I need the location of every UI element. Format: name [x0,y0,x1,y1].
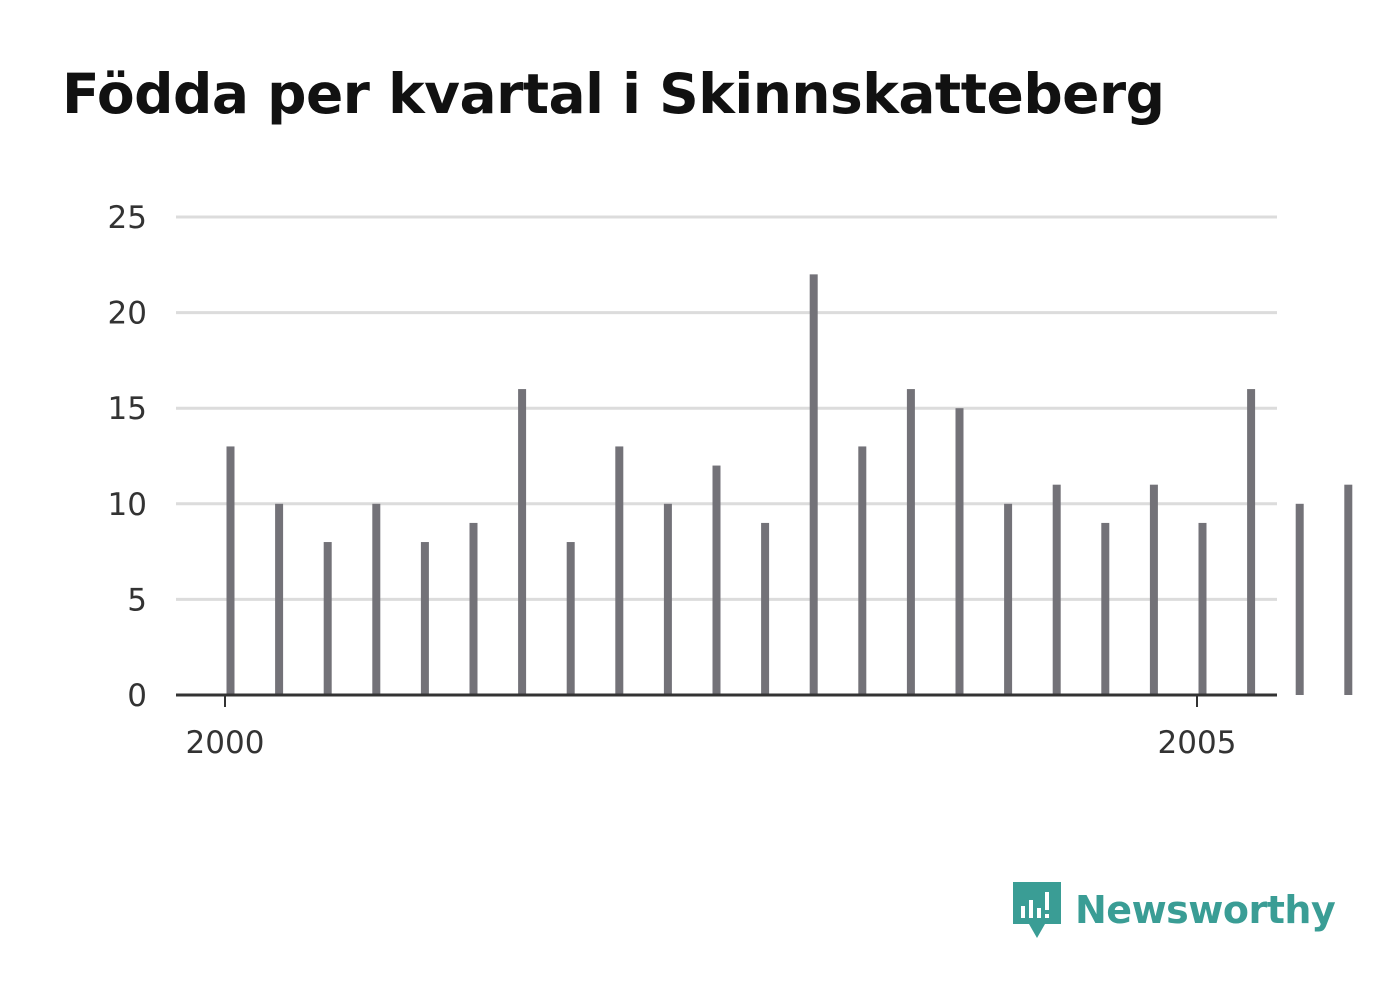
bar [1149,484,1158,695]
bar [420,542,429,695]
bar [226,446,235,695]
chart-title: Födda per kvartal i Skinnskatteberg [62,62,1165,126]
y-tick-label: 10 [108,487,147,523]
bar [275,503,284,695]
brand-name: Newsworthy [1075,888,1336,932]
y-tick-label: 25 [108,200,147,236]
bar [1052,484,1061,695]
bar [615,446,624,695]
bar [809,274,818,695]
bar [469,522,478,695]
bar [1344,484,1353,695]
y-tick-label: 0 [127,678,147,714]
y-tick-label: 20 [108,296,147,332]
bar [372,503,381,695]
bar [955,408,964,695]
bar [1101,522,1110,695]
bar [1004,503,1013,695]
x-tick-label: 2005 [1158,725,1237,761]
bar [858,446,867,695]
bar [323,542,332,695]
bar [712,465,721,695]
bar [663,503,672,695]
bar [518,389,527,695]
bar [906,389,915,695]
x-tick-label: 2000 [186,725,265,761]
newsworthy-logo: Newsworthy [1011,880,1336,940]
bar [566,542,575,695]
bar [1198,522,1207,695]
bar [1295,503,1304,695]
newsworthy-logo-icon [1013,882,1061,938]
bar [1247,389,1256,695]
y-tick-label: 15 [108,391,147,427]
y-tick-label: 5 [127,582,147,618]
bar [761,522,770,695]
